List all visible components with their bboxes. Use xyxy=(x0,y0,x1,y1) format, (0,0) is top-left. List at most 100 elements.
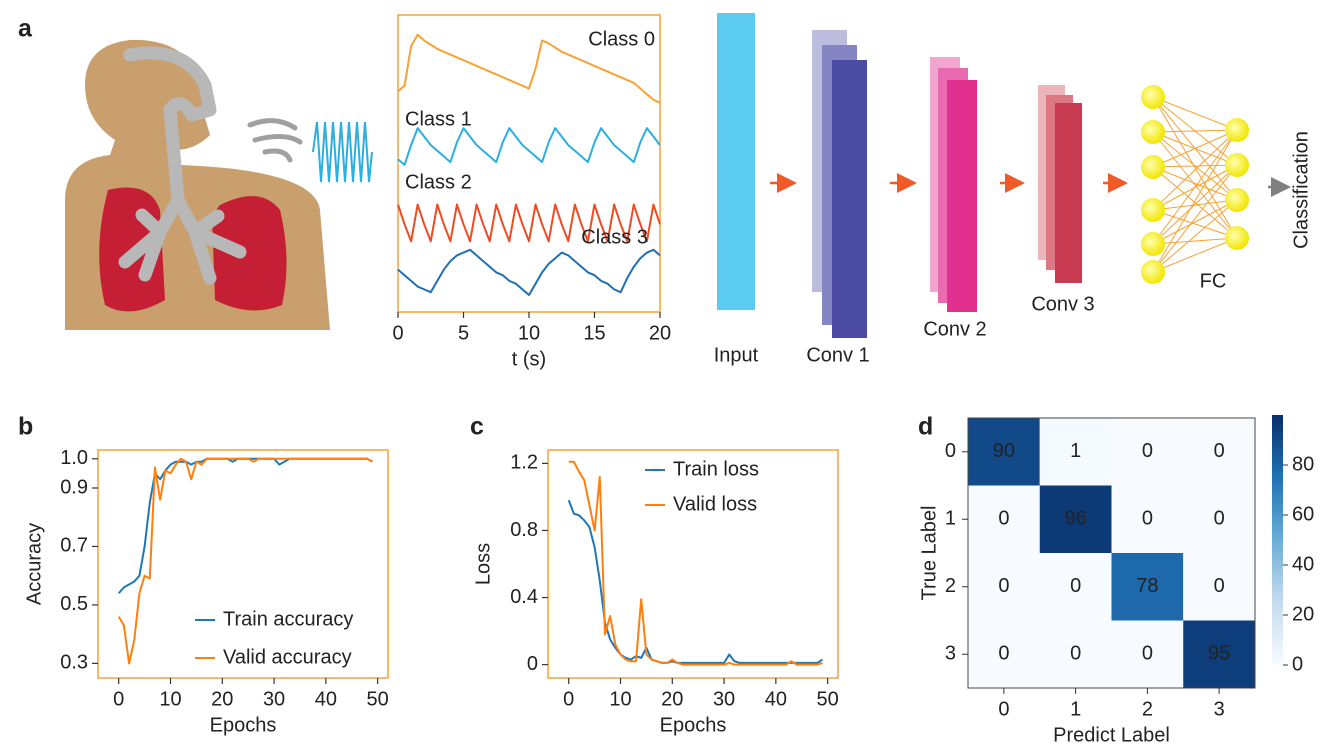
data-line xyxy=(117,457,373,665)
y-tick-label: 0.8 xyxy=(510,519,538,541)
cell-label: 78 xyxy=(1136,575,1158,597)
x-tick-label: 10 xyxy=(609,688,631,710)
y-axis-label: Loss xyxy=(472,543,494,585)
layer-label: Conv 2 xyxy=(923,318,986,340)
colorbar-tick-label: 80 xyxy=(1292,453,1314,475)
legend-label: Train loss xyxy=(673,458,759,480)
human-illustration xyxy=(65,39,373,331)
series-label: Class 2 xyxy=(405,171,472,193)
cell-label: 0 xyxy=(1070,575,1081,597)
heatmap-cell xyxy=(1183,620,1255,688)
cell-label: 95 xyxy=(1208,643,1230,665)
heatmap-cell xyxy=(1111,553,1184,621)
x-tick-label: 20 xyxy=(649,322,671,344)
x-tick-label: 0 xyxy=(998,698,1009,720)
heatmap-cell xyxy=(968,620,1040,688)
heatmap-cell xyxy=(1039,553,1112,621)
plot-frame xyxy=(97,449,389,679)
data-line xyxy=(567,499,824,664)
colorbar-tick-label: 20 xyxy=(1292,603,1314,625)
plot-frame xyxy=(547,449,839,679)
cell-label: 0 xyxy=(1214,440,1225,462)
y-tick-label: 2 xyxy=(945,575,956,597)
fc-nodes xyxy=(1141,85,1249,284)
heatmap-cell xyxy=(968,485,1040,553)
x-tick-label: 10 xyxy=(159,688,181,710)
y-tick-label: 1 xyxy=(945,508,956,530)
heatmap-cell xyxy=(1111,620,1184,688)
x-tick-label: 20 xyxy=(661,688,683,710)
layer-label: Conv 1 xyxy=(806,344,869,366)
layer-label: FC xyxy=(1200,270,1227,292)
conv2-layer xyxy=(947,80,977,312)
x-axis-label: Epochs xyxy=(660,714,727,736)
cell-label: 0 xyxy=(1214,575,1225,597)
x-tick-label: 40 xyxy=(315,688,337,710)
data-line xyxy=(568,460,823,666)
colorbar-tick-label: 60 xyxy=(1292,503,1314,525)
cell-label: 0 xyxy=(998,508,1009,530)
input-layer xyxy=(717,13,755,310)
x-axis-label: t (s) xyxy=(512,348,546,370)
x-axis-label: Epochs xyxy=(210,714,277,736)
heatmap-cell xyxy=(1183,418,1255,486)
cell-label: 90 xyxy=(993,440,1015,462)
y-axis-label: True Label xyxy=(918,506,940,601)
x-tick-label: 40 xyxy=(765,688,787,710)
y-tick-label: 0.3 xyxy=(60,652,88,674)
heatmap-cell xyxy=(968,418,1040,486)
cell-label: 0 xyxy=(998,643,1009,665)
heatmap-cell xyxy=(968,553,1040,621)
x-axis-label: Predict Label xyxy=(1053,724,1170,746)
cell-label: 0 xyxy=(1142,508,1153,530)
x-tick-label: 2 xyxy=(1142,698,1153,720)
series-label: Class 1 xyxy=(405,108,472,130)
cell-label: 0 xyxy=(1070,643,1081,665)
plot-frame xyxy=(397,14,661,313)
y-tick-label: 0 xyxy=(527,653,538,675)
panel-label: d xyxy=(918,413,933,441)
heatmap-cell xyxy=(1039,418,1112,486)
colorbar-tick-label: 40 xyxy=(1292,553,1314,575)
plot-frame xyxy=(967,417,1256,689)
panel-label: a xyxy=(18,15,33,43)
x-tick-label: 3 xyxy=(1214,698,1225,720)
y-tick-label: 0.9 xyxy=(60,476,88,498)
panel-label: c xyxy=(470,413,484,441)
heatmap-cell xyxy=(1183,553,1255,621)
y-tick-label: 1.2 xyxy=(510,452,538,474)
x-tick-label: 50 xyxy=(367,688,389,710)
x-tick-label: 30 xyxy=(263,688,285,710)
series-label: Class 0 xyxy=(588,28,655,50)
y-tick-label: 0.7 xyxy=(60,535,88,557)
x-tick-label: 1 xyxy=(1070,698,1081,720)
x-tick-label: 0 xyxy=(113,688,124,710)
cell-label: 1 xyxy=(1070,440,1081,462)
output-label: Classification xyxy=(1290,131,1312,249)
x-tick-label: 0 xyxy=(563,688,574,710)
legend-label: Valid accuracy xyxy=(223,646,352,668)
colorbar-tick-label: 0 xyxy=(1292,653,1303,675)
conv1-layer xyxy=(832,60,867,338)
y-tick-label: 0.4 xyxy=(510,586,538,608)
layer-label: Input xyxy=(714,344,759,366)
cell-label: 0 xyxy=(1214,508,1225,530)
x-tick-label: 30 xyxy=(713,688,735,710)
heatmap-cell xyxy=(1111,485,1184,553)
legend-label: Valid loss xyxy=(673,493,757,515)
x-tick-label: 20 xyxy=(211,688,233,710)
conv3-layer xyxy=(1055,103,1082,283)
y-tick-label: 3 xyxy=(945,643,956,665)
layer-label: Conv 3 xyxy=(1031,293,1094,315)
data-line xyxy=(397,33,661,104)
heatmap-cell xyxy=(1039,485,1112,553)
legend-label: Train accuracy xyxy=(223,608,353,630)
x-tick-label: 0 xyxy=(392,322,403,344)
data-line xyxy=(397,248,661,297)
data-line xyxy=(397,127,661,166)
heatmap-cell xyxy=(1183,485,1255,553)
colorbar xyxy=(1272,415,1283,665)
cell-label: 0 xyxy=(1142,440,1153,462)
y-tick-label: 0.5 xyxy=(60,593,88,615)
